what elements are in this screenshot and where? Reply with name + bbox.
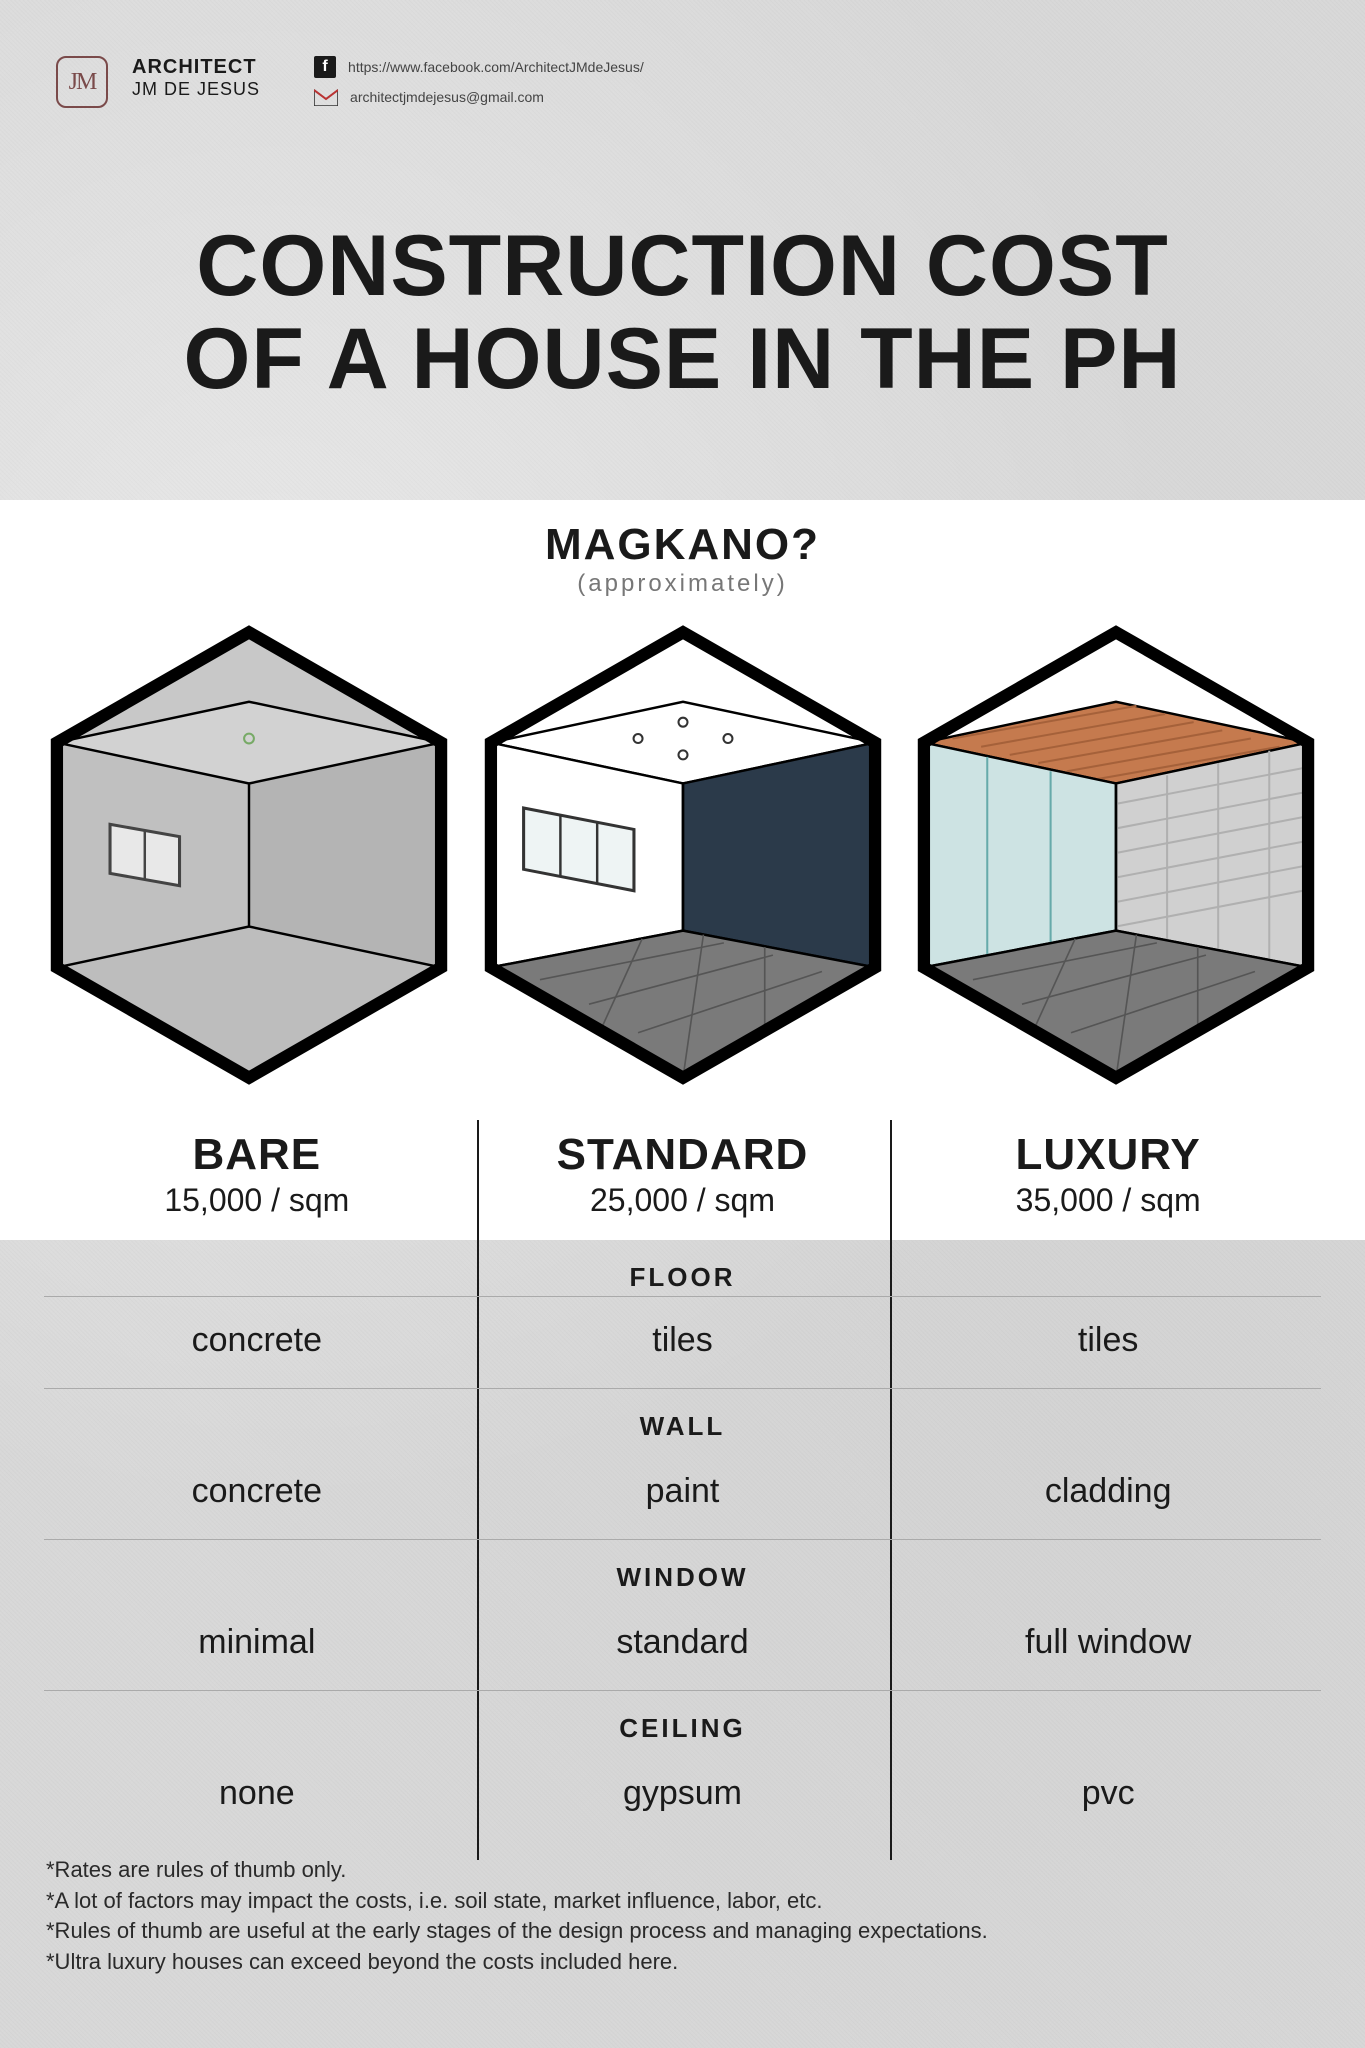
- tier-luxury-price: 35,000 / sqm: [895, 1182, 1321, 1219]
- spec-window-bare: minimal: [44, 1599, 470, 1690]
- hex-standard: [478, 620, 888, 1090]
- footnote-4: *Ultra luxury houses can exceed beyond t…: [46, 1947, 1319, 1978]
- spec-row-window: minimal standard full window: [44, 1599, 1321, 1691]
- brand-line2: JM DE JESUS: [132, 79, 260, 100]
- tier-luxury-name: LUXURY: [895, 1130, 1321, 1180]
- tier-standard: STANDARD 25,000 / sqm: [470, 1120, 896, 1245]
- footnote-3: *Rules of thumb are useful at the early …: [46, 1916, 1319, 1947]
- hex-row: [44, 620, 1321, 1090]
- spec-wall-luxury: cladding: [895, 1448, 1321, 1539]
- spec-row-ceiling: none gypsum pvc: [44, 1750, 1321, 1841]
- spec-window-standard: standard: [470, 1599, 896, 1690]
- spec-wall-standard: paint: [470, 1448, 896, 1539]
- header: JM ARCHITECT JM DE JESUS f https://www.f…: [56, 56, 1309, 108]
- tier-standard-price: 25,000 / sqm: [470, 1182, 896, 1219]
- brand-line1: ARCHITECT: [132, 56, 260, 79]
- tier-standard-name: STANDARD: [470, 1130, 896, 1180]
- main-title: CONSTRUCTION COST OF A HOUSE IN THE PH: [0, 220, 1365, 406]
- bare-room-icon: [44, 620, 454, 1090]
- tier-bare: BARE 15,000 / sqm: [44, 1120, 470, 1245]
- contact-email: architectjmdejesus@gmail.com: [314, 88, 644, 106]
- contacts: f https://www.facebook.com/ArchitectJMde…: [314, 56, 644, 106]
- logo-text: JM: [69, 69, 96, 96]
- subtitle-approx: (approximately): [0, 570, 1365, 598]
- spec-floor-luxury: tiles: [895, 1297, 1321, 1388]
- spec-ceiling-standard: gypsum: [470, 1750, 896, 1841]
- footnote-2: *A lot of factors may impact the costs, …: [46, 1886, 1319, 1917]
- standard-room-icon: [478, 620, 888, 1090]
- email-address: architectjmdejesus@gmail.com: [350, 89, 544, 105]
- subtitle: MAGKANO? (approximately): [0, 520, 1365, 598]
- tier-luxury: LUXURY 35,000 / sqm: [895, 1120, 1321, 1245]
- facebook-icon: f: [314, 56, 336, 78]
- spec-ceiling-bare: none: [44, 1750, 470, 1841]
- spec-table: concrete FLOOR tiles tiles WALL concrete…: [44, 1296, 1321, 1841]
- title-line2: OF A HOUSE IN THE PH: [0, 313, 1365, 406]
- tier-bare-price: 15,000 / sqm: [44, 1182, 470, 1219]
- gmail-icon: [314, 88, 338, 106]
- tier-bare-name: BARE: [44, 1130, 470, 1180]
- hex-luxury: [911, 620, 1321, 1090]
- spec-category-floor-label: FLOOR: [0, 1262, 1365, 1293]
- spec-ceiling-luxury: pvc: [895, 1750, 1321, 1841]
- spec-row-wall: concrete paint cladding: [44, 1448, 1321, 1540]
- contact-facebook: f https://www.facebook.com/ArchitectJMde…: [314, 56, 644, 78]
- hex-bare: [44, 620, 454, 1090]
- tier-headers: BARE 15,000 / sqm STANDARD 25,000 / sqm …: [44, 1120, 1321, 1245]
- title-line1: CONSTRUCTION COST: [0, 220, 1365, 313]
- luxury-room-icon: [911, 620, 1321, 1090]
- facebook-url: https://www.facebook.com/ArchitectJMdeJe…: [348, 59, 644, 75]
- spec-window-luxury: full window: [895, 1599, 1321, 1690]
- spec-category-window: WINDOW: [44, 1540, 1321, 1599]
- spec-category-ceiling: CEILING: [44, 1691, 1321, 1750]
- footnotes: *Rates are rules of thumb only. *A lot o…: [46, 1855, 1319, 1978]
- subtitle-question: MAGKANO?: [0, 520, 1365, 570]
- spec-floor-standard: FLOOR tiles: [470, 1297, 896, 1388]
- spec-wall-bare: concrete: [44, 1448, 470, 1539]
- brand-name: ARCHITECT JM DE JESUS: [132, 56, 260, 100]
- footnote-1: *Rates are rules of thumb only.: [46, 1855, 1319, 1886]
- spec-category-wall: WALL: [44, 1389, 1321, 1448]
- spec-row-floor: concrete FLOOR tiles tiles: [44, 1296, 1321, 1389]
- logo: JM: [56, 56, 108, 108]
- spec-floor-bare: concrete: [44, 1297, 470, 1388]
